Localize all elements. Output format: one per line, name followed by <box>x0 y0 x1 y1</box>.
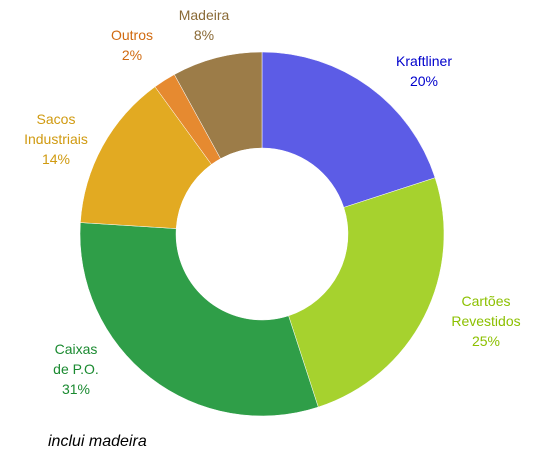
value-label: 2% <box>122 47 142 63</box>
value-label: 8% <box>194 27 214 43</box>
slice-label: Madeira <box>179 7 230 23</box>
donut-slice <box>80 86 212 229</box>
footnote: inclui madeira <box>48 433 147 450</box>
donut-slice <box>261 51 436 208</box>
donut-slice <box>173 51 263 159</box>
donut-slice <box>79 222 319 417</box>
slice-label: Outros <box>111 27 153 43</box>
value-label: 25% <box>472 333 500 349</box>
value-label: 31% <box>62 381 90 397</box>
slice-label: Kraftliner <box>396 53 452 69</box>
value-label: 14% <box>42 151 70 167</box>
slice-label: Sacos Industriais <box>24 111 88 147</box>
slice-label: Caixas de P.O. <box>53 341 99 377</box>
slice-label: Cartões Revestidos <box>451 293 520 329</box>
donut-slice <box>288 177 445 408</box>
value-label: 20% <box>410 73 438 89</box>
